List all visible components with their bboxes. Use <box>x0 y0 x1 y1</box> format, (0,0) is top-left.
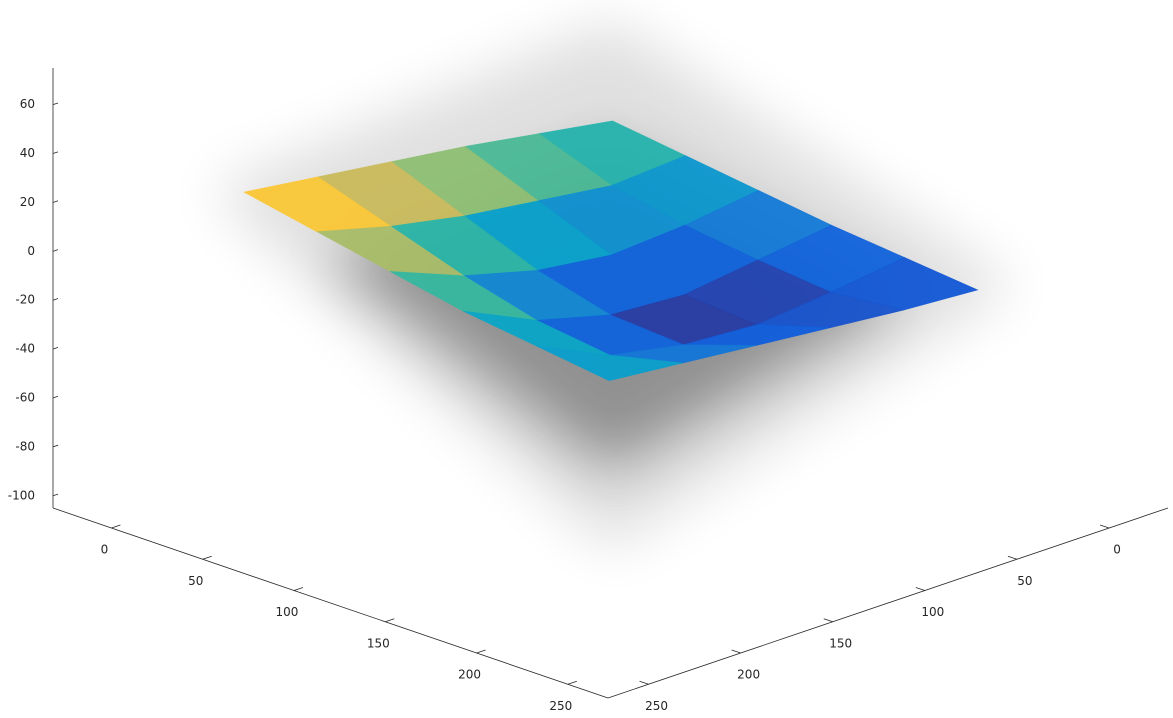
z-tick-label: 20 <box>20 195 35 209</box>
z-tick <box>52 151 59 154</box>
y-tick-label: 200 <box>737 668 760 682</box>
x-tick-label: 150 <box>367 636 390 650</box>
z-tick <box>52 102 59 106</box>
z-tick-label: 40 <box>20 146 35 160</box>
z-tick <box>52 298 59 301</box>
surface-patch <box>536 345 683 381</box>
y-tick <box>1099 524 1110 529</box>
y-tick-label: 0 <box>1113 543 1121 557</box>
z-tick <box>52 395 59 399</box>
x-tick-label: 0 <box>101 543 109 557</box>
y-tick-label: 50 <box>1017 574 1032 588</box>
x-axis <box>52 507 609 699</box>
x-tick <box>567 680 577 685</box>
z-tick-label: -100 <box>8 488 35 502</box>
z-tick <box>52 249 59 252</box>
z-tick <box>52 493 59 497</box>
x-tick <box>293 587 304 591</box>
x-tick-label: 50 <box>188 574 203 588</box>
x-tick <box>202 555 212 560</box>
y-tick-label: 150 <box>829 636 852 650</box>
z-tick-label: -20 <box>15 293 35 307</box>
z-tick <box>52 444 59 448</box>
x-tick-label: 200 <box>458 668 481 682</box>
axes: -100 -80 -60 -40 -20 0 20 40 60 0 50 100 150 200 250 0 5… <box>8 68 1169 713</box>
x-tick-label: 250 <box>549 699 572 713</box>
y-tick <box>823 618 833 623</box>
z-tick-label: -80 <box>15 439 35 453</box>
x-tick <box>111 524 121 529</box>
y-tick <box>731 649 741 654</box>
z-tick-label: -60 <box>15 391 35 405</box>
x-tick <box>476 649 486 654</box>
z-tick <box>52 200 59 203</box>
z-tick <box>52 347 59 350</box>
x-tick <box>385 618 395 623</box>
y-axis <box>607 507 1169 699</box>
y-tick <box>1007 555 1018 560</box>
z-tick-label: 60 <box>20 97 35 111</box>
y-tick <box>639 680 649 685</box>
z-tick-label: -40 <box>15 342 35 356</box>
y-tick-label: 100 <box>921 605 944 619</box>
x-tick-label: 100 <box>276 605 299 619</box>
surface <box>243 120 979 381</box>
y-tick-label: 250 <box>645 699 668 713</box>
y-tick <box>915 587 925 591</box>
z-tick-label: 0 <box>27 244 35 258</box>
